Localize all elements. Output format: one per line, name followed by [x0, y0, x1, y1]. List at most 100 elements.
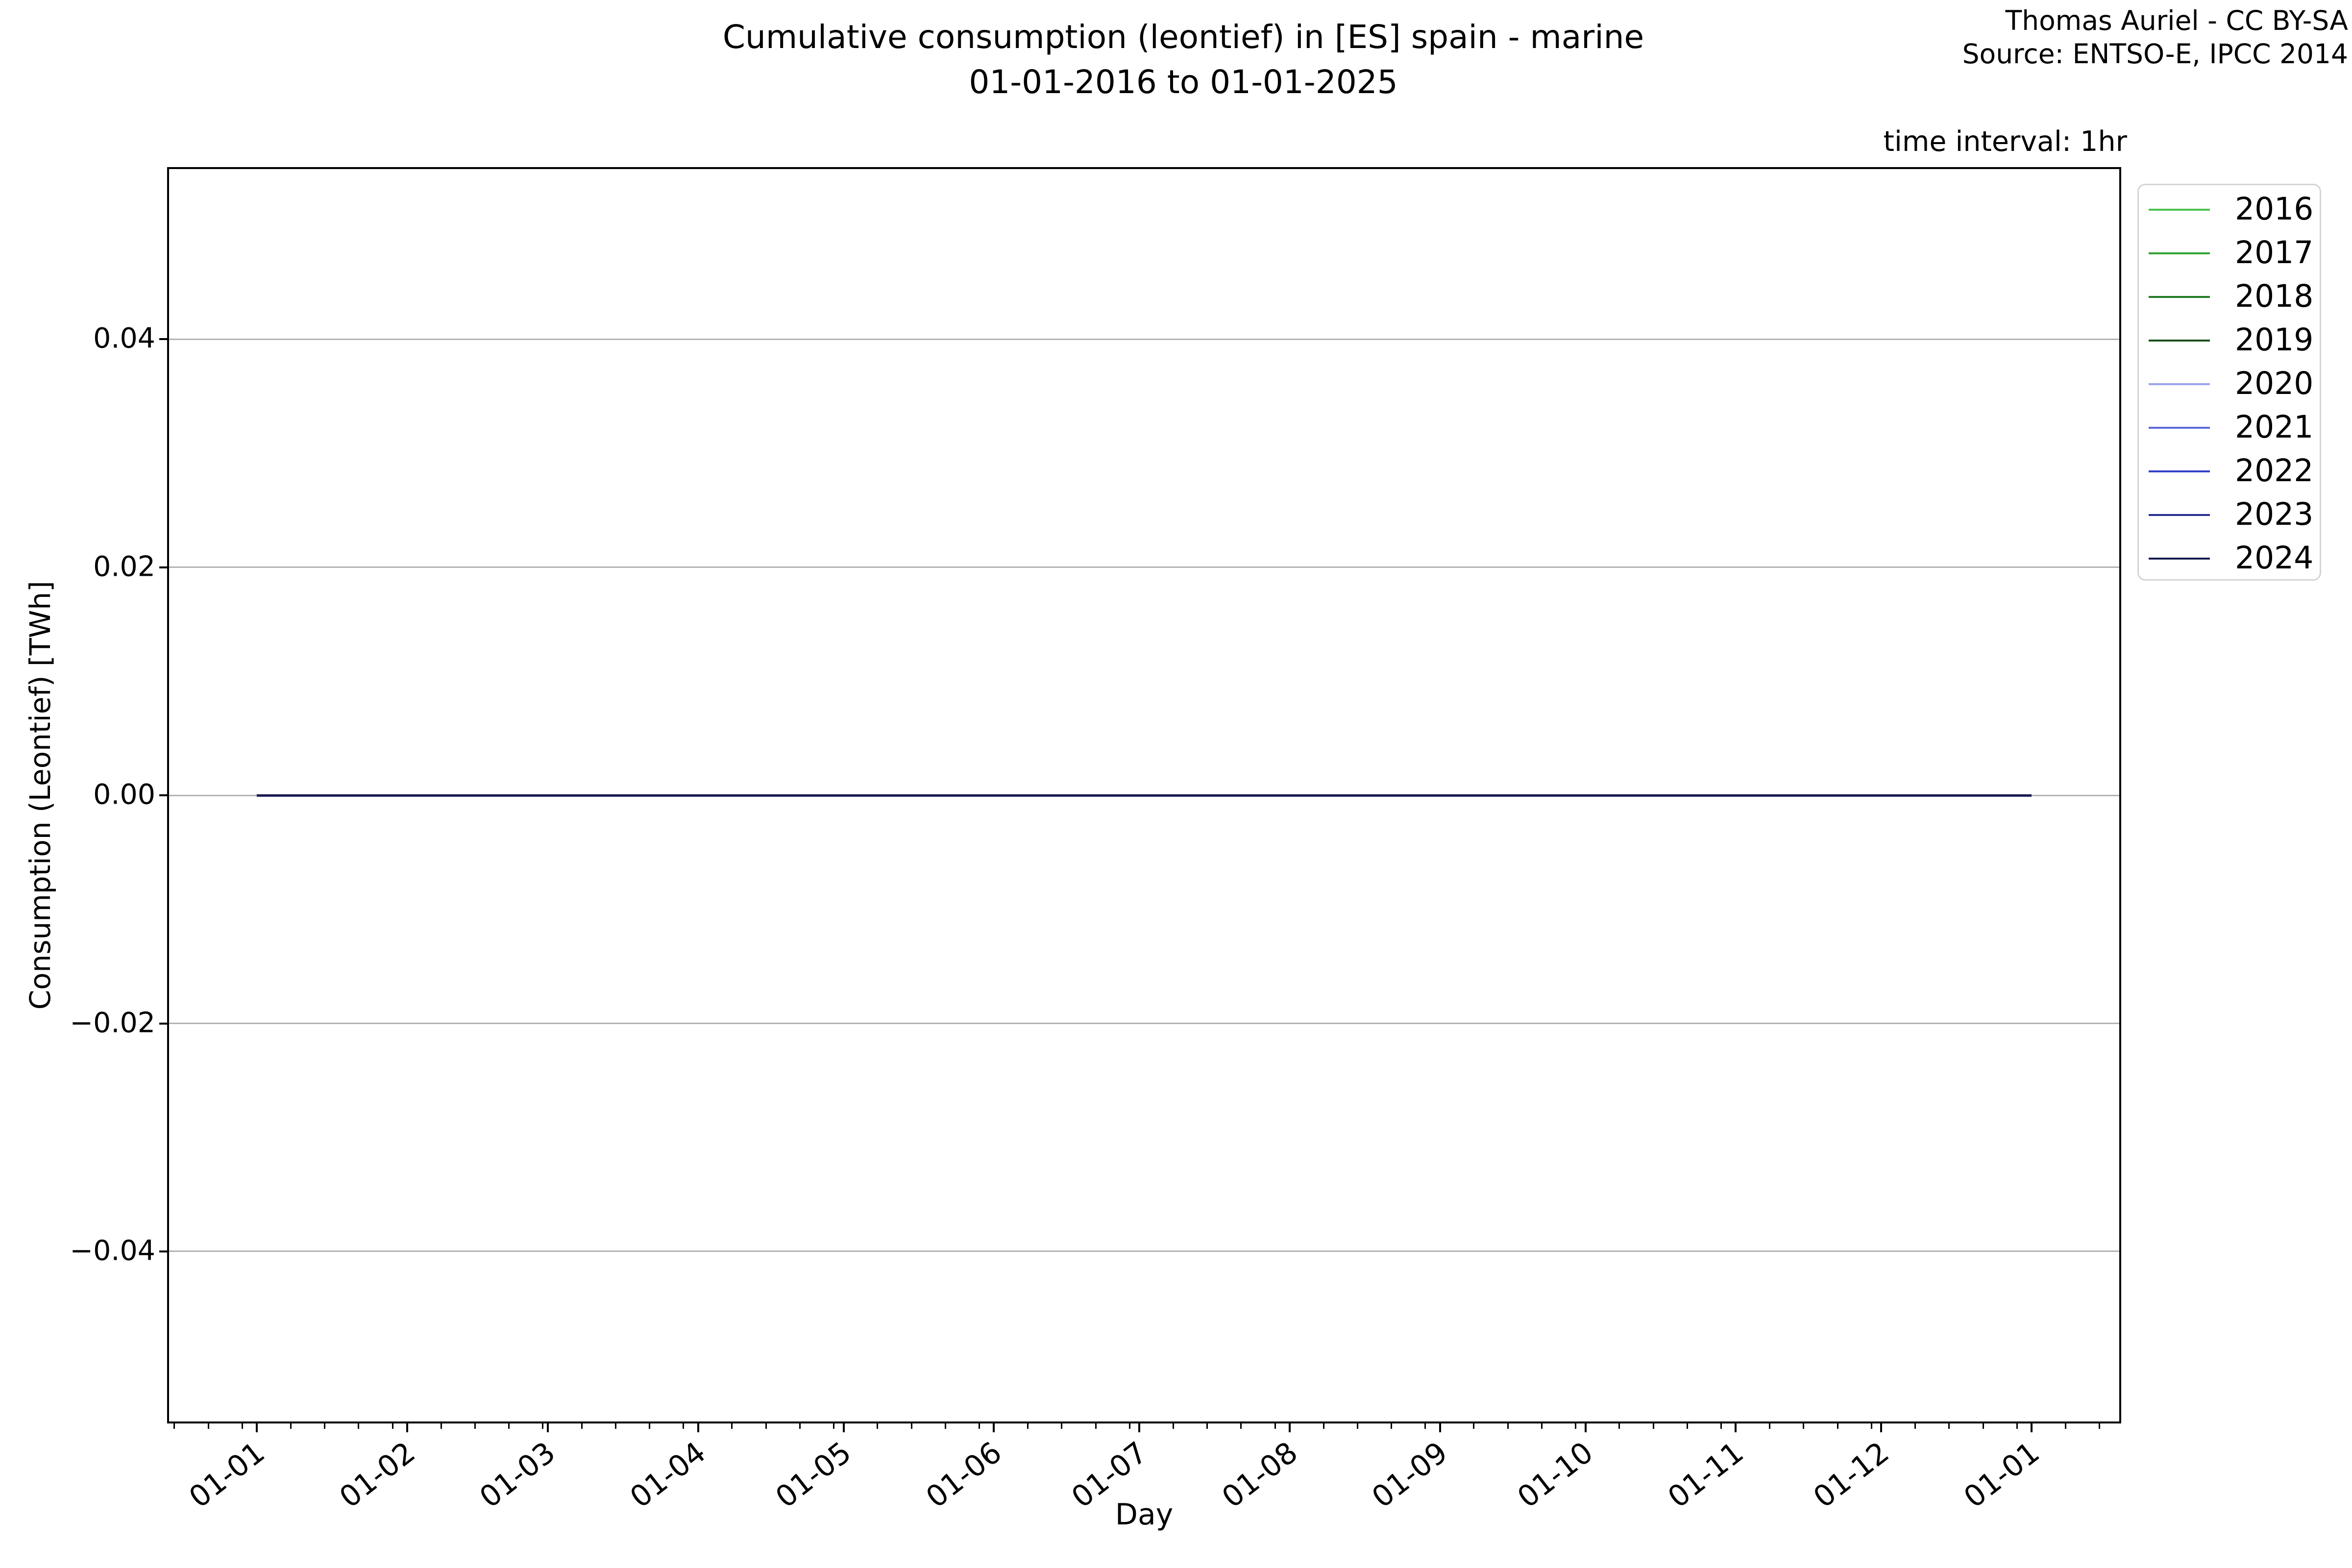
x-tick-minor [1982, 1423, 1984, 1429]
y-tick [159, 566, 168, 568]
x-tick-major [1138, 1423, 1141, 1432]
x-tick-minor [1391, 1423, 1393, 1429]
x-tick-minor [1274, 1423, 1276, 1429]
x-tick-minor [1652, 1423, 1654, 1429]
x-tick-minor [910, 1423, 912, 1429]
x-tick-label: 01-09 [1366, 1435, 1454, 1515]
legend-line-swatch [2149, 470, 2210, 472]
gridline [168, 1250, 2120, 1252]
legend-line-swatch [2149, 558, 2210, 560]
x-tick-major [256, 1423, 258, 1432]
gridline [168, 338, 2120, 340]
x-tick-major [842, 1423, 845, 1432]
x-tick-major [546, 1423, 549, 1432]
legend-entry-label: 2024 [2235, 540, 2314, 576]
x-tick-minor [1095, 1423, 1097, 1429]
x-tick-minor [877, 1423, 879, 1429]
x-tick-minor [440, 1423, 442, 1429]
legend-entry-label: 2023 [2235, 496, 2314, 533]
plot-spine-bottom [167, 1421, 2121, 1423]
x-tick-minor [799, 1423, 801, 1429]
x-tick-major [1735, 1423, 1737, 1432]
y-tick-label: 0.00 [93, 778, 155, 811]
x-tick-minor [731, 1423, 733, 1429]
y-tick [159, 338, 168, 341]
x-tick-label: 01-01 [1957, 1435, 2046, 1515]
x-tick-minor [1541, 1423, 1543, 1429]
gridline [168, 566, 2120, 568]
x-tick-label: 01-03 [473, 1435, 562, 1515]
x-tick-minor [508, 1423, 510, 1429]
y-tick [159, 1250, 168, 1252]
y-tick-label: −0.02 [70, 1006, 155, 1039]
x-tick-minor [1424, 1423, 1426, 1429]
legend-entry-label: 2017 [2235, 235, 2314, 271]
x-tick-minor [241, 1423, 243, 1429]
x-tick-minor [581, 1423, 583, 1429]
x-tick-minor [1575, 1423, 1577, 1429]
x-tick-minor [1061, 1423, 1063, 1429]
x-tick-minor [2064, 1423, 2066, 1429]
legend-entry-label: 2021 [2235, 409, 2314, 445]
y-axis-label: Consumption (Leontief) [TWh] [24, 581, 57, 1010]
legend-entry-label: 2018 [2235, 278, 2314, 315]
x-tick-label: 01-08 [1215, 1435, 1304, 1515]
x-tick-label: 01-10 [1511, 1435, 1600, 1515]
x-tick-minor [1769, 1423, 1770, 1429]
x-tick-minor [173, 1423, 175, 1429]
x-tick-minor [683, 1423, 685, 1429]
x-tick-minor [979, 1423, 980, 1429]
x-tick-minor [649, 1423, 651, 1429]
x-tick-label: 01-05 [769, 1435, 858, 1515]
legend-line-swatch [2149, 252, 2210, 254]
x-tick-label: 01-02 [333, 1435, 422, 1515]
legend-line-swatch [2149, 209, 2210, 211]
x-tick-minor [1172, 1423, 1174, 1429]
x-tick-minor [765, 1423, 767, 1429]
chart-subtitle: 01-01-2016 to 01-01-2025 [969, 63, 1398, 101]
x-tick-minor [2098, 1423, 2100, 1429]
attribution: Thomas Auriel - CC BY-SA Source: ENTSO-E… [1962, 4, 2348, 71]
gridline [168, 1023, 2120, 1024]
x-tick-minor [1870, 1423, 1872, 1429]
y-tick-label: 0.04 [93, 322, 155, 355]
y-tick [159, 794, 168, 796]
x-tick-minor [1720, 1423, 1722, 1429]
x-tick-minor [1914, 1423, 1916, 1429]
time-interval-note: time interval: 1hr [1883, 125, 2127, 158]
x-tick-label: 01-01 [182, 1435, 271, 1515]
x-tick-minor [392, 1423, 393, 1429]
x-tick-minor [474, 1423, 476, 1429]
plot-spine-top [167, 167, 2121, 169]
x-tick-minor [358, 1423, 360, 1429]
legend-line-swatch [2149, 340, 2210, 342]
x-tick-minor [1507, 1423, 1509, 1429]
y-tick-label: −0.04 [70, 1234, 155, 1267]
legend-line-swatch [2149, 383, 2210, 385]
x-tick-minor [1240, 1423, 1242, 1429]
x-tick-minor [542, 1423, 544, 1429]
legend-line-swatch [2149, 296, 2210, 298]
x-tick-major [1439, 1423, 1441, 1432]
x-axis-label: Day [1115, 1497, 1174, 1532]
legend-line-swatch [2149, 427, 2210, 429]
x-tick-label: 01-11 [1661, 1435, 1750, 1515]
attribution-line-1: Thomas Auriel - CC BY-SA [2005, 5, 2348, 36]
x-tick-minor [2016, 1423, 2018, 1429]
x-tick-label: 01-06 [919, 1435, 1008, 1515]
legend-entry-label: 2016 [2235, 191, 2314, 227]
legend-entry-label: 2022 [2235, 453, 2314, 489]
x-tick-minor [1027, 1423, 1029, 1429]
x-tick-minor [833, 1423, 835, 1429]
x-tick-major [697, 1423, 699, 1432]
x-tick-minor [944, 1423, 946, 1429]
x-tick-minor [1618, 1423, 1620, 1429]
legend: 2016 2017 2018 2019 2020 2021 2022 2023 2024 [2137, 184, 2321, 581]
x-tick-minor [1948, 1423, 1950, 1429]
legend-entry-label: 2019 [2235, 322, 2314, 358]
legend-entry-label: 2020 [2235, 366, 2314, 402]
y-tick-label: 0.02 [93, 550, 155, 583]
x-tick-minor [1803, 1423, 1805, 1429]
plot-spine-left [167, 167, 169, 1423]
